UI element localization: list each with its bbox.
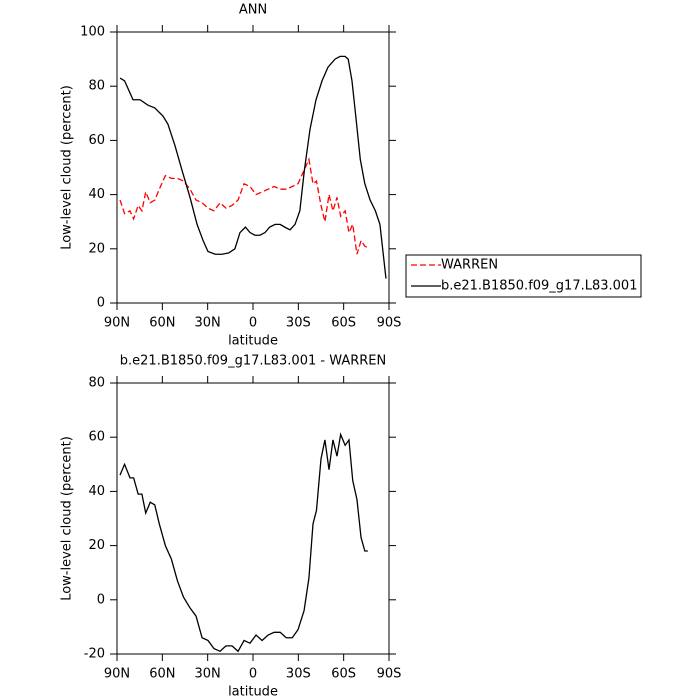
data-line bbox=[119, 55, 387, 279]
chart-title: b.e21.B1850.f09_g17.L83.001 - WARREN bbox=[120, 354, 386, 369]
legend-label: WARREN bbox=[441, 258, 498, 273]
x-tick-label: 60S bbox=[331, 667, 356, 682]
x-tick-label: 30N bbox=[195, 316, 221, 331]
x-tick-label: 0 bbox=[249, 667, 257, 682]
y-tick-label: 20 bbox=[88, 241, 105, 256]
y-tick-label: 40 bbox=[88, 484, 105, 499]
data-line bbox=[119, 157, 370, 255]
legend-box bbox=[405, 254, 642, 298]
y-tick-label: -20 bbox=[84, 647, 105, 662]
chart-title: ANN bbox=[239, 3, 267, 18]
x-tick-label: 90N bbox=[104, 667, 130, 682]
x-tick-label: 90S bbox=[377, 667, 402, 682]
x-tick-label: 60N bbox=[149, 316, 175, 331]
y-tick-label: 40 bbox=[88, 187, 105, 202]
y-axis-label: Low-level cloud (percent) bbox=[60, 436, 75, 601]
y-tick-label: 0 bbox=[97, 296, 105, 311]
x-tick-label: 60S bbox=[331, 316, 356, 331]
data-line bbox=[119, 432, 368, 653]
y-tick-label: 100 bbox=[80, 25, 105, 40]
x-tick-label: 90S bbox=[377, 316, 402, 331]
x-tick-label: 30N bbox=[195, 667, 221, 682]
x-tick-label: 30S bbox=[286, 667, 311, 682]
x-tick-label: 30S bbox=[286, 316, 311, 331]
y-tick-label: 80 bbox=[88, 79, 105, 94]
x-tick-label: 60N bbox=[149, 667, 175, 682]
legend-label: b.e21.B1850.f09_g17.L83.001 bbox=[441, 279, 637, 294]
y-tick-label: 0 bbox=[97, 592, 105, 607]
y-tick-label: 20 bbox=[88, 538, 105, 553]
x-tick-label: 90N bbox=[104, 316, 130, 331]
x-axis-label: latitude bbox=[228, 334, 278, 349]
y-tick-label: 80 bbox=[88, 376, 105, 391]
x-tick-label: 0 bbox=[249, 316, 257, 331]
x-axis-label: latitude bbox=[228, 685, 278, 700]
y-tick-label: 60 bbox=[88, 133, 105, 148]
y-axis-label: Low-level cloud (percent) bbox=[60, 85, 75, 250]
y-tick-label: 60 bbox=[88, 430, 105, 445]
plot-frame bbox=[116, 31, 390, 304]
